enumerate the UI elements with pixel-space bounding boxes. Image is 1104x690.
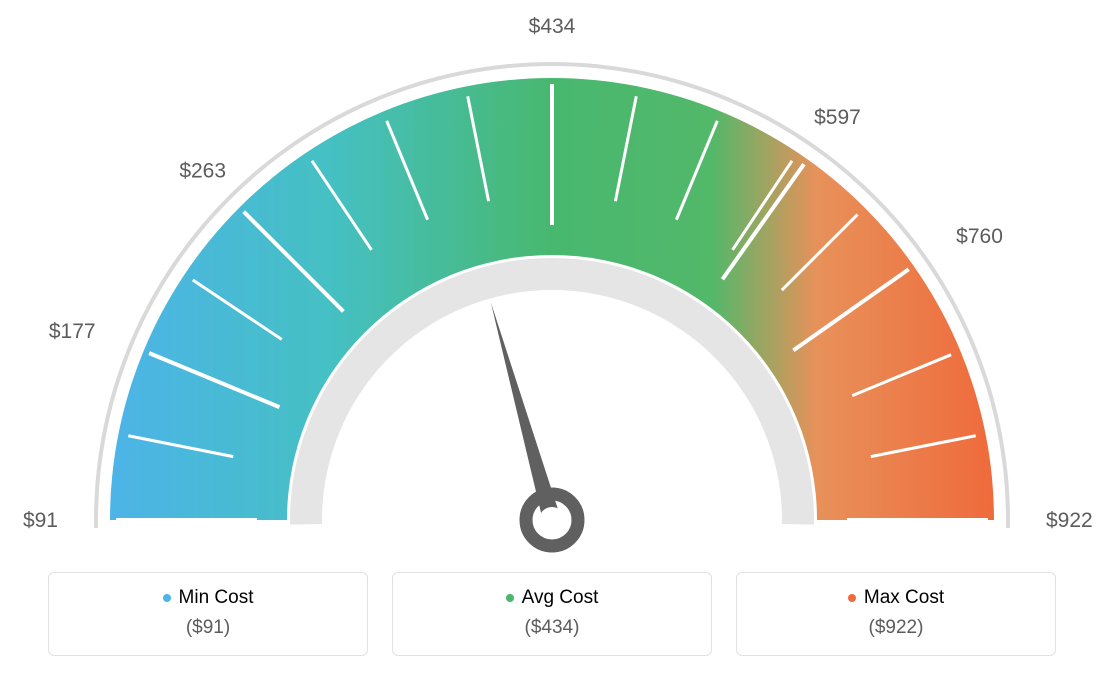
svg-text:$91: $91 [23,509,58,532]
cost-gauge-chart: $91 $177 $263 $434 $597 $760 $922 Min Cost ($9… [0,0,1104,690]
svg-text:$597: $597 [814,106,861,129]
legend-max-value: ($922) [747,617,1045,639]
svg-text:$922: $922 [1046,509,1093,532]
svg-text:$177: $177 [49,320,96,343]
legend-min-box: Min Cost ($91) [48,572,368,656]
legend-max-label: Max Cost [864,587,944,609]
legend-max-title: Max Cost [848,587,944,609]
gauge-area: $91 $177 $263 $434 $597 $760 $922 [0,0,1104,560]
legend-avg-value: ($434) [403,617,701,639]
legend-max-box: Max Cost ($922) [736,572,1056,656]
legend-avg-dot [506,594,514,602]
svg-text:$434: $434 [529,15,576,38]
svg-text:$263: $263 [179,160,226,183]
legend-min-value: ($91) [59,617,357,639]
gauge-svg: $91 $177 $263 $434 $597 $760 $922 [0,0,1104,560]
legend-max-dot [848,594,856,602]
legend-min-label: Min Cost [179,587,254,609]
legend-avg-title: Avg Cost [506,587,599,609]
legend-avg-label: Avg Cost [522,587,599,609]
legend-min-dot [163,594,171,602]
legend-min-title: Min Cost [163,587,254,609]
legend: Min Cost ($91) Avg Cost ($434) Max Cost … [0,572,1104,656]
legend-avg-box: Avg Cost ($434) [392,572,712,656]
svg-text:$760: $760 [956,225,1003,248]
